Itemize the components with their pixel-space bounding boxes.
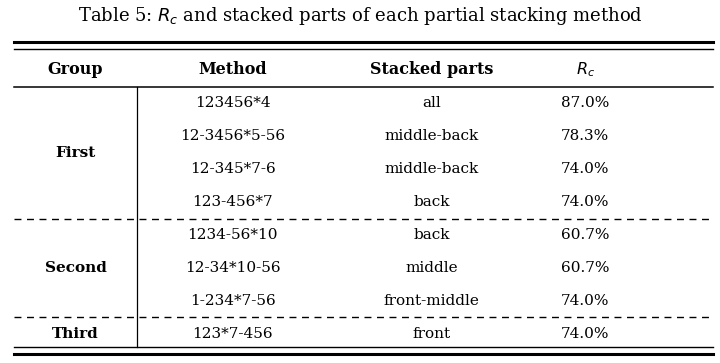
Text: 87.0%: 87.0% [561,96,610,110]
Text: front: front [413,327,451,341]
Text: Stacked parts: Stacked parts [370,61,493,78]
Text: First: First [55,146,96,160]
Text: all: all [423,96,441,110]
Text: 12-3456*5-56: 12-3456*5-56 [180,129,285,143]
Text: 123-456*7: 123-456*7 [192,195,273,209]
Text: back: back [413,228,450,242]
Text: 123456*4: 123456*4 [195,96,271,110]
Text: 74.0%: 74.0% [561,195,610,209]
Text: 60.7%: 60.7% [561,261,610,275]
Text: Third: Third [52,327,99,341]
Text: Table 5: $R_c$ and stacked parts of each partial stacking method: Table 5: $R_c$ and stacked parts of each… [78,5,642,27]
Text: middle: middle [405,261,458,275]
Text: $R_c$: $R_c$ [576,60,595,79]
Text: 74.0%: 74.0% [561,294,610,308]
Text: Method: Method [198,61,267,78]
Text: 1-234*7-56: 1-234*7-56 [190,294,276,308]
Text: 12-345*7-6: 12-345*7-6 [190,162,276,176]
Text: Group: Group [48,61,103,78]
Text: middle-back: middle-back [384,129,479,143]
Text: 74.0%: 74.0% [561,327,610,341]
Text: 74.0%: 74.0% [561,162,610,176]
Text: 1234-56*10: 1234-56*10 [187,228,278,242]
Text: 12-34*10-56: 12-34*10-56 [185,261,281,275]
Text: front-middle: front-middle [384,294,480,308]
Text: Second: Second [45,261,107,275]
Text: 78.3%: 78.3% [561,129,609,143]
Text: 60.7%: 60.7% [561,228,610,242]
Text: middle-back: middle-back [384,162,479,176]
Text: 123*7-456: 123*7-456 [192,327,273,341]
Text: back: back [413,195,450,209]
